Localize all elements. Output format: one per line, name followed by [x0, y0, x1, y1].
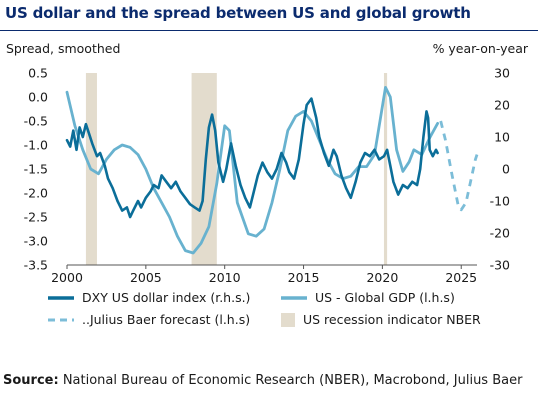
x-tick-label: 2005: [130, 270, 162, 285]
x-tick-label: 2000: [51, 270, 83, 285]
tick-labels: 0.50.0-0.5-1.0-1.5-2.0-2.5-3.0-3.5302010…: [24, 66, 510, 286]
source-note: Source: National Bureau of Economic Rese…: [3, 372, 533, 390]
right-tick-label: 30: [494, 66, 510, 81]
series-line-dxy: [65, 97, 439, 219]
legend-label-forecast: ..Julius Baer forecast (l.h.s): [82, 312, 251, 327]
legend-label-dxy: DXY US dollar index (r.h.s.): [82, 290, 251, 305]
left-tick-label: 0.0: [28, 90, 48, 105]
legend-item-recession: US recession indicator NBER: [281, 312, 481, 327]
left-tick-label: -1.0: [24, 138, 48, 153]
chart-title: US dollar and the spread between US and …: [5, 4, 471, 22]
left-tick-label: -0.5: [24, 114, 48, 129]
source-text: National Bureau of Economic Research (NB…: [58, 373, 523, 388]
legend-label-recession: US recession indicator NBER: [303, 312, 481, 327]
right-tick-label: -20: [490, 226, 510, 241]
legend-item-dxy: DXY US dollar index (r.h.s.): [48, 290, 250, 305]
axes: [66, 264, 477, 269]
left-axis-title: Spread, smoothed: [6, 41, 121, 56]
x-tick-label: 2025: [445, 270, 477, 285]
legend-swatch-recession: [281, 312, 295, 327]
title-divider: [0, 30, 538, 31]
right-tick-label: -10: [490, 194, 510, 209]
left-tick-label: -3.5: [24, 258, 48, 273]
left-tick-label: -3.0: [24, 234, 48, 249]
x-tick-label: 2020: [366, 270, 398, 285]
left-tick-label: 0.5: [28, 66, 48, 81]
recession-band-2: [383, 73, 388, 265]
legend-swatch-gdp: [281, 295, 307, 300]
right-axis-title: % year-on-year: [432, 41, 528, 56]
series-lines: [65, 86, 479, 255]
legend-item-forecast: ..Julius Baer forecast (l.h.s): [48, 312, 250, 327]
legend-label-gdp: US - Global GDP (l.h.s): [315, 290, 455, 305]
right-tick-label: 20: [494, 98, 510, 113]
right-tick-label: 10: [494, 130, 510, 145]
right-tick-label: 0: [502, 162, 510, 177]
legend-swatch-forecast: [48, 318, 74, 321]
x-tick-label: 2015: [288, 270, 320, 285]
right-tick-label: -30: [490, 258, 510, 273]
legend-item-gdp: US - Global GDP (l.h.s): [281, 290, 455, 305]
left-tick-label: -2.5: [24, 210, 48, 225]
chart-plot: 0.50.0-0.5-1.0-1.5-2.0-2.5-3.0-3.5302010…: [24, 66, 510, 286]
x-tick-label: 2010: [209, 270, 241, 285]
left-tick-label: -2.0: [24, 186, 48, 201]
source-label: Source:: [3, 373, 59, 388]
series-line-forecast: [439, 120, 479, 212]
legend-swatch-dxy: [48, 295, 74, 300]
left-tick-label: -1.5: [24, 162, 48, 177]
series-line-gdp: [65, 86, 439, 255]
